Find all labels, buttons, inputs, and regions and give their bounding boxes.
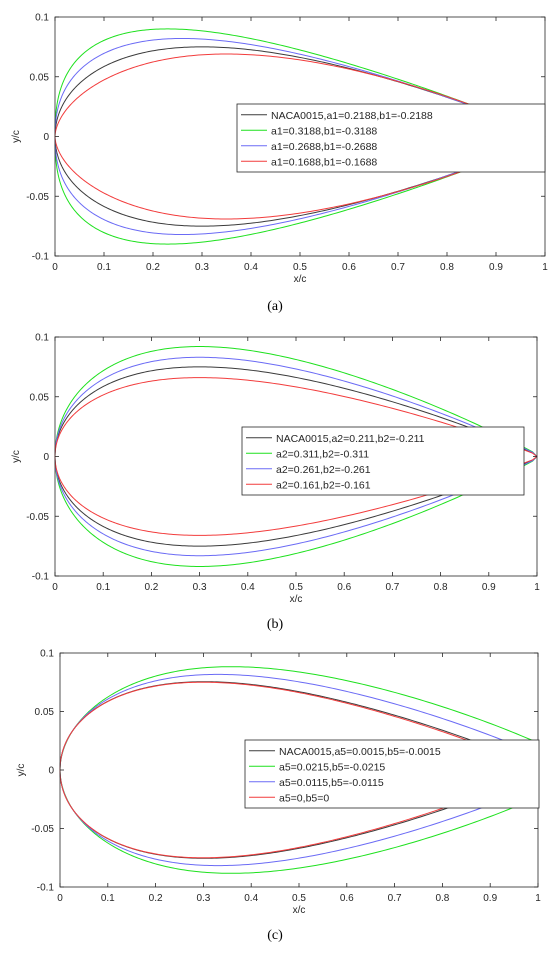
y-tick-label: 0 [43,132,49,143]
x-tick-label: 1 [535,893,541,904]
legend-box [236,103,546,173]
legend-entry: a1=0.1688,b1=-0.1688 [271,156,377,168]
panel-caption: (b) [267,617,284,632]
legend: NACA0015,a2=0.211,b2=-0.211 a2=0.311,b2=-… [241,426,525,496]
legend-entry: NACA0015,a2=0.211,b2=-0.211 [276,433,425,445]
y-tick-label: -0.05 [26,512,49,523]
legend-entry: NACA0015,a5=0.0015,b5=-0.0015 [279,746,441,758]
panel-caption: (a) [267,299,283,314]
y-axis-label: y/c [11,450,22,463]
legend-entry: a5=0.0115,b5=-0.0115 [279,777,384,789]
chart-panel-2: 0 0.1 0.2 0.3 0.4 0.5 0.6 0.7 0.8 0.9 10.10.050-0.… [11,333,540,633]
legend-entry: NACA0015,a1=0.2188,b1=-0.2188 [271,110,433,122]
x-tick-label: 0.2 [144,582,158,593]
y-tick-label: 0.1 [35,13,49,24]
x-tick-label: 0.7 [391,262,405,273]
y-tick-label: -0.1 [32,252,50,263]
x-axis-label: x/c [294,274,307,285]
y-tick-label: 0 [48,766,54,777]
x-tick-label: 0.3 [193,582,207,593]
x-tick-label: 0 [57,893,63,904]
x-tick-label: 0.6 [342,262,356,273]
y-axis-label: y/c [11,130,22,143]
x-tick-label: 0 [52,262,58,273]
panel-caption: (c) [267,928,283,943]
legend-box [241,426,525,496]
y-tick-label: 0.05 [30,72,50,83]
y-tick-label: -0.1 [37,883,55,894]
y-tick-label: 0.1 [40,649,54,660]
x-tick-label: 1 [534,582,540,593]
x-tick-label: 0.2 [146,262,160,273]
chart-panel-1: 0 0.1 0.2 0.3 0.4 0.5 0.6 0.7 0.8 0.9 10.10.050-0.… [11,13,548,315]
legend: NACA0015,a5=0.0015,b5=-0.0015 a5=0.0215,b… [244,739,540,809]
x-tick-label: 0.5 [292,893,306,904]
x-tick-label: 0.4 [241,582,255,593]
x-tick-label: 0.7 [385,582,399,593]
x-axis-label: x/c [290,594,303,605]
y-tick-label: -0.1 [32,572,50,583]
legend-entry: a1=0.3188,b1=-0.3188 [271,125,377,137]
x-tick-label: 0.8 [440,262,454,273]
x-tick-label: 0.4 [244,262,258,273]
legend-entry: a2=0.311,b2=-0.311 [276,448,369,460]
chart-panel-3: 0 0.1 0.2 0.3 0.4 0.5 0.6 0.7 0.8 0.9 10.10.050-0.… [16,649,541,944]
x-tick-label: 0.7 [388,893,402,904]
y-tick-label: -0.05 [31,824,54,835]
y-tick-label: 0.1 [35,333,49,344]
x-tick-label: 0.5 [293,262,307,273]
legend-entry: a2=0.261,b2=-0.261 [276,464,371,476]
x-tick-label: 0.8 [434,582,448,593]
x-tick-label: 0.8 [435,893,449,904]
x-tick-label: 0 [52,582,58,593]
x-tick-label: 0.9 [483,893,497,904]
legend: NACA0015,a1=0.2188,b1=-0.2188 a1=0.3188,b… [236,103,546,173]
legend-entry: a5=0,b5=0 [279,792,329,804]
x-tick-label: 0.4 [244,893,258,904]
x-tick-label: 0.2 [149,893,163,904]
legend-box [244,739,540,809]
x-tick-label: 0.1 [96,582,110,593]
x-tick-label: 1 [542,262,548,273]
x-tick-label: 0.1 [97,262,111,273]
x-tick-label: 0.3 [196,893,210,904]
y-axis-label: y/c [16,764,27,777]
x-tick-label: 0.6 [337,582,351,593]
legend-entry: a5=0.0215,b5=-0.0215 [279,761,385,773]
x-tick-label: 0.6 [340,893,354,904]
y-tick-label: 0.05 [30,392,50,403]
x-tick-label: 0.9 [489,262,503,273]
x-tick-label: 0.3 [195,262,209,273]
legend-entry: a1=0.2688,b1=-0.2688 [271,141,377,153]
y-tick-label: -0.05 [26,192,49,203]
y-tick-label: 0.05 [35,707,55,718]
x-tick-label: 0.5 [289,582,303,593]
x-tick-label: 0.9 [482,582,496,593]
x-axis-label: x/c [293,905,306,916]
y-tick-label: 0 [43,452,49,463]
x-tick-label: 0.1 [101,893,115,904]
legend-entry: a2=0.161,b2=-0.161 [276,479,371,491]
